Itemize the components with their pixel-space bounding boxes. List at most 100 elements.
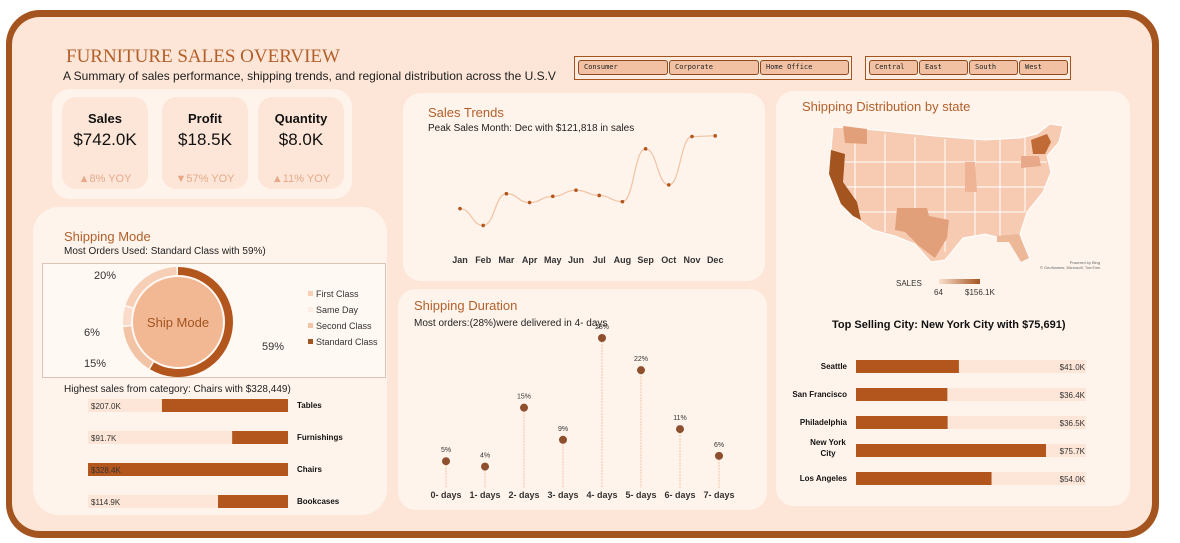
donut-slice [123,306,133,326]
category-bar [88,463,288,476]
sales-trend-point [620,199,625,204]
city-label: San Francisco [792,390,847,399]
legend-swatch [308,291,313,296]
sales-trends-title: Sales Trends [428,105,504,120]
donut-slice [125,267,177,308]
kpi-yoy: ▼57% YOY [175,173,235,185]
kpi-label: Sales [88,111,122,126]
legend-swatch [308,339,313,344]
city-bar [856,444,1046,457]
city-label: Philadelphia [800,418,848,427]
category-label: Chairs [297,465,322,474]
month-tick-label: Sep [637,255,654,265]
city-value-label: $54.0K [1060,475,1086,484]
duration-value-label: 9% [558,426,568,433]
city-bar [856,472,992,485]
slicer-consumer[interactable]: Consumer [578,60,668,75]
legend-label: Second Class [316,321,372,331]
city-value-label: $41.0K [1060,363,1086,372]
duration-value-label: 6% [714,442,724,449]
kpi-value: $742.0K [73,130,137,149]
shipping-duration-chart: 5% 0- days 4% 1- days 15% 2- days 9% 3- days 28%… [430,324,734,500]
city-label: Los Angeles [800,474,848,483]
slicer-west[interactable]: West [1019,60,1068,75]
month-tick-label: Aug [614,255,632,265]
city-bar [856,360,959,373]
month-tick-label: Jul [593,255,606,265]
slicer-east[interactable]: East [919,60,968,75]
month-tick-label: Jun [568,255,584,265]
category-bar [161,399,288,412]
sales-trend-point [643,147,648,151]
slice-label: 6% [84,327,100,339]
ship-mode-donut: Ship Mode 20% 6% 15% 59% First Class Same Day S… [84,267,378,377]
slicer-home-office[interactable]: Home Office [760,60,849,75]
map-state-pennsylvania [1021,156,1041,168]
category-label: Tables [297,401,322,410]
slicer-corporate[interactable]: Corporate [669,60,759,75]
duration-tick-label: 1- days [469,490,500,500]
slice-label: 59% [262,341,284,353]
city-label-line2: City [820,449,836,458]
duration-value-label: 22% [634,356,648,363]
map-state-new-york [1031,134,1051,154]
duration-point [481,462,489,471]
map-state-illinois [965,162,977,192]
month-tick-label: Jan [452,255,468,265]
donut-center [133,277,223,367]
region-slicer: Central East South West [865,56,1071,80]
legend-label: Same Day [316,305,359,315]
us-map-shape [828,123,1064,263]
segment-slicer: Consumer Corporate Home Office [574,56,852,80]
shipping-mode-subtitle: Most Orders Used: Standard Class with 59… [64,246,266,257]
map-legend-max: $156.1K [965,288,995,297]
sales-trend-point [690,134,694,139]
map-legend-title: SALES [896,279,922,288]
map-legend-min: 64 [934,288,943,297]
sales-trend-point [481,223,485,228]
duration-point [715,451,723,460]
category-value-label: $207.0K [91,402,121,411]
category-bar [232,431,288,444]
sales-trend-point [527,200,532,205]
kpi-profit: Profit $18.5K ▼57% YOY [162,97,248,189]
category-subtitle: Highest sales from category: Chairs with… [64,384,291,395]
donut-slice [123,326,153,369]
kpi-yoy: ▲11% YOY [271,173,331,185]
duration-point [637,366,645,375]
sales-trend-point [597,193,601,198]
duration-value-label: 4% [480,453,490,460]
page-title: FURNITURE SALES OVERVIEW [66,46,340,67]
city-label-line1: New York [810,438,846,447]
duration-point [676,425,684,434]
slicer-south[interactable]: South [969,60,1018,75]
sales-trends-panel [403,93,765,281]
duration-point [559,435,567,444]
legend-swatch [308,323,313,328]
sales-trend-point [504,191,509,196]
kpi-quantity: Quantity $8.0K ▲11% YOY [258,97,344,189]
city-value-label: $75.7K [1060,447,1086,456]
duration-tick-label: 6- days [664,490,695,500]
legend-label: Standard Class [316,337,378,347]
donut-slice [149,267,234,377]
legend-label: First Class [316,289,359,299]
kpi-value: $18.5K [178,130,232,149]
slice-label: 15% [84,358,106,370]
duration-tick-label: 2- days [508,490,539,500]
month-tick-label: Oct [661,255,676,265]
month-tick-label: Apr [522,255,538,265]
duration-tick-label: 0- days [430,490,461,500]
slicer-central[interactable]: Central [869,60,918,75]
duration-tick-label: 4- days [586,490,617,500]
us-sales-map: Powered by Bing © GeoNames, Microsoft, T… [828,123,1101,270]
kpi-label: Profit [188,111,222,126]
duration-value-label: 11% [673,415,687,422]
month-tick-label: May [544,255,562,265]
shipping-duration-panel [398,289,767,510]
top-cities-bar-chart: $41.0K Seattle $36.4K San Francisco $36.5K Ph… [792,360,1086,485]
top-city-title: Top Selling City: New York City with $75… [832,319,1066,331]
duration-tick-label: 3- days [547,490,578,500]
sales-trend-line-chart: Jan Feb Mar Apr May Jun Jul Aug Sep Oct Nov Dec [452,134,723,265]
month-tick-label: Feb [475,255,492,265]
